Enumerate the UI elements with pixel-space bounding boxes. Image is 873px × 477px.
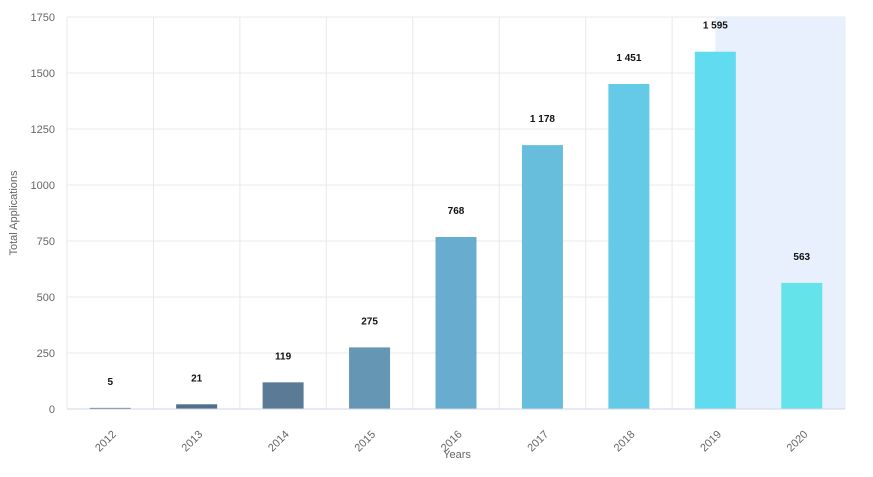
x-tick-label: 2018: [612, 429, 638, 455]
data-label-2020: 563: [793, 252, 810, 263]
y-tick-label: 0: [49, 404, 55, 416]
x-tick-label: 2015: [352, 429, 378, 455]
data-label-2015: 275: [361, 316, 378, 327]
data-label-2012: 5: [107, 377, 113, 388]
y-tick-label: 500: [37, 292, 55, 304]
bar-2017[interactable]: [521, 145, 563, 410]
bar-2020[interactable]: [781, 282, 823, 409]
data-label-2014: 119: [275, 351, 292, 362]
x-tick-label: 2012: [93, 429, 119, 455]
y-axis-title: Total Applications: [8, 170, 20, 255]
x-tick-label: 2019: [698, 429, 724, 455]
x-tick-label: 2017: [525, 429, 551, 455]
bar-layer: [89, 51, 823, 410]
bar-2013[interactable]: [176, 404, 218, 409]
bar-2018[interactable]: [608, 83, 650, 409]
data-label-2016: 768: [448, 206, 465, 217]
highlight-region: [715, 17, 845, 409]
y-tick-label: 1000: [31, 180, 55, 192]
y-tick-label: 1250: [31, 124, 55, 136]
y-tick-label: 750: [37, 236, 55, 248]
bar-2019[interactable]: [694, 51, 736, 409]
bar-2016[interactable]: [435, 236, 477, 409]
label-layer: 0 250 500 750 1000 1250 1500 1750 5 2012 21 2013 119…: [31, 12, 811, 454]
bar-2015[interactable]: [349, 347, 391, 409]
x-tick-label: 2020: [785, 429, 811, 455]
bar-2012[interactable]: [89, 407, 131, 409]
highlight-layer: [715, 17, 845, 409]
data-label-2018: 1 451: [616, 53, 641, 64]
y-tick-label: 250: [37, 348, 55, 360]
x-tick-label: 2013: [180, 429, 206, 455]
x-tick-label: 2014: [266, 429, 292, 455]
y-tick-label: 1750: [31, 12, 55, 24]
bar-2014[interactable]: [262, 382, 304, 409]
data-label-2019: 1 595: [703, 21, 728, 32]
data-label-2013: 21: [191, 373, 203, 384]
data-label-2017: 1 178: [530, 114, 555, 125]
y-tick-label: 1500: [31, 68, 55, 80]
x-axis-title: Years: [443, 449, 471, 461]
